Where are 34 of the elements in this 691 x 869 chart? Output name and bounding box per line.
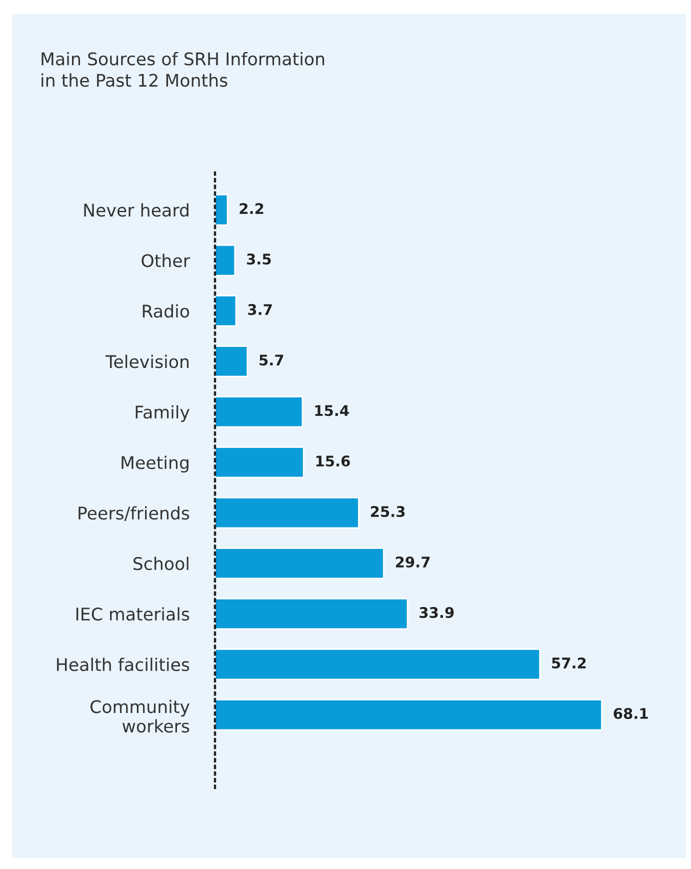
data-label: 2.2 bbox=[240, 203, 264, 214]
y-tick-label: Community workers bbox=[90, 700, 190, 733]
bar bbox=[215, 396, 304, 428]
data-label: 68.1 bbox=[614, 708, 648, 720]
y-tick-label: Family bbox=[136, 405, 190, 422]
bar bbox=[215, 194, 228, 226]
bar bbox=[215, 244, 236, 276]
bar bbox=[215, 598, 408, 630]
bar bbox=[215, 295, 237, 327]
data-label: 15.4 bbox=[315, 405, 349, 416]
data-label: 15.6 bbox=[316, 456, 350, 467]
chart-title: Main Sources of SRH Information in the Past 12 Months bbox=[42, 52, 324, 87]
y-tick-label: School bbox=[134, 556, 188, 570]
y-tick-label: Peers/friends bbox=[78, 506, 190, 522]
bar bbox=[215, 346, 248, 378]
y-tick-label: IEC materials bbox=[76, 607, 190, 621]
bar bbox=[215, 698, 602, 731]
y-tick-label: Never heard bbox=[84, 203, 188, 217]
bar bbox=[215, 648, 541, 680]
data-label: 57.2 bbox=[552, 657, 586, 669]
data-label: 29.7 bbox=[396, 556, 430, 568]
y-tick-label: Meeting bbox=[122, 456, 188, 473]
bar bbox=[215, 446, 304, 478]
data-label: 5.7 bbox=[260, 354, 284, 366]
y-tick-label: Radio bbox=[142, 304, 190, 318]
bar bbox=[215, 547, 384, 580]
data-label: 25.3 bbox=[370, 506, 405, 518]
data-label: 3.5 bbox=[246, 254, 271, 265]
data-label: 33.9 bbox=[420, 607, 454, 618]
y-tick-label: Television bbox=[106, 354, 189, 368]
y-tick-label: Health facilities bbox=[57, 658, 190, 672]
y-tick-label: Other bbox=[142, 254, 190, 268]
data-label: 3.7 bbox=[248, 304, 272, 316]
bar bbox=[215, 496, 360, 529]
